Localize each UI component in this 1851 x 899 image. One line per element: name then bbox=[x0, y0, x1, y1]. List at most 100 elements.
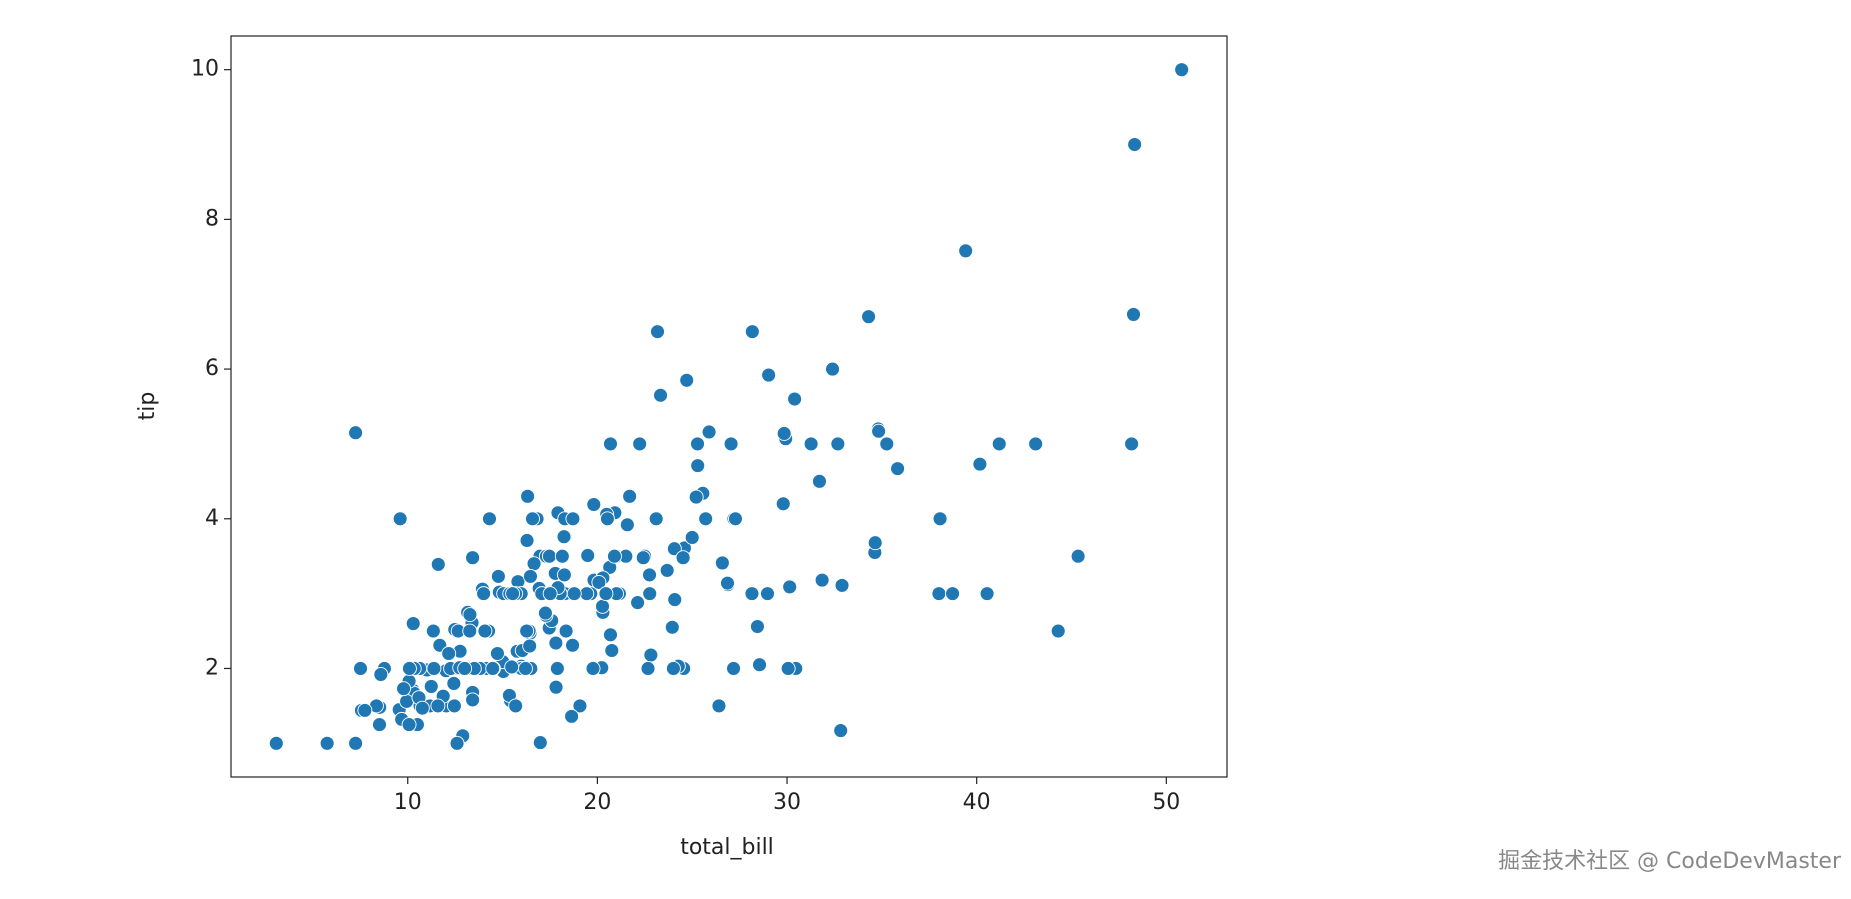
point bbox=[504, 659, 520, 675]
point bbox=[357, 702, 373, 718]
point bbox=[554, 548, 570, 564]
point bbox=[549, 661, 565, 676]
point bbox=[711, 698, 727, 714]
point bbox=[1124, 436, 1140, 452]
point bbox=[958, 243, 974, 259]
x-tick-label: 50 bbox=[1152, 790, 1180, 815]
point bbox=[446, 698, 462, 714]
point bbox=[430, 556, 446, 572]
point bbox=[1070, 548, 1086, 564]
point bbox=[457, 661, 473, 676]
point bbox=[414, 700, 430, 716]
point bbox=[726, 661, 742, 676]
point bbox=[1126, 306, 1141, 322]
point bbox=[684, 530, 700, 545]
point bbox=[867, 535, 883, 551]
y-tick-label: 8 bbox=[205, 206, 219, 231]
axes-frame bbox=[230, 35, 1228, 778]
point bbox=[1174, 62, 1190, 78]
point bbox=[825, 361, 840, 377]
point bbox=[619, 517, 635, 533]
point bbox=[871, 423, 887, 439]
point bbox=[688, 489, 704, 505]
point bbox=[714, 555, 730, 571]
point bbox=[761, 367, 777, 383]
x-tick-label: 30 bbox=[773, 790, 801, 815]
point bbox=[599, 511, 615, 527]
point bbox=[690, 458, 706, 474]
point bbox=[423, 678, 439, 694]
point bbox=[752, 657, 767, 673]
point bbox=[525, 511, 540, 527]
point bbox=[1050, 623, 1066, 639]
point bbox=[572, 698, 588, 714]
point bbox=[603, 627, 618, 643]
point bbox=[541, 548, 557, 564]
point bbox=[833, 723, 849, 739]
point bbox=[401, 717, 417, 733]
y-axis-label: tip bbox=[135, 392, 160, 421]
point bbox=[666, 541, 682, 557]
x-tick-label: 10 bbox=[394, 790, 422, 815]
point bbox=[679, 372, 695, 388]
point bbox=[348, 735, 364, 751]
point bbox=[485, 661, 501, 676]
point bbox=[812, 473, 827, 489]
point bbox=[482, 511, 497, 527]
point bbox=[425, 623, 441, 639]
point bbox=[353, 661, 368, 676]
point bbox=[879, 436, 895, 452]
point bbox=[508, 698, 524, 714]
point bbox=[465, 550, 481, 566]
point bbox=[701, 424, 717, 440]
point bbox=[698, 511, 714, 527]
point bbox=[556, 529, 572, 545]
point bbox=[744, 586, 760, 602]
point bbox=[476, 586, 492, 602]
point bbox=[648, 511, 664, 527]
point bbox=[518, 661, 533, 676]
point bbox=[532, 735, 548, 751]
point bbox=[675, 550, 691, 566]
point bbox=[441, 646, 457, 661]
point bbox=[462, 623, 478, 639]
point bbox=[519, 533, 535, 548]
x-tick-label: 40 bbox=[963, 790, 991, 815]
point bbox=[537, 605, 553, 621]
y-tick-label: 4 bbox=[205, 506, 219, 531]
point bbox=[446, 675, 462, 691]
point bbox=[449, 735, 465, 751]
point bbox=[520, 488, 536, 504]
y-tick-label: 2 bbox=[205, 655, 219, 680]
point bbox=[604, 643, 620, 658]
point bbox=[1028, 436, 1044, 452]
point bbox=[720, 575, 735, 591]
point bbox=[565, 637, 580, 653]
point bbox=[564, 708, 580, 724]
point bbox=[579, 586, 595, 602]
point bbox=[780, 661, 796, 676]
point bbox=[630, 595, 646, 611]
point bbox=[465, 692, 481, 708]
point bbox=[607, 548, 622, 564]
point bbox=[642, 586, 658, 602]
point bbox=[426, 661, 442, 676]
point bbox=[548, 635, 564, 651]
point bbox=[522, 638, 538, 654]
point bbox=[723, 436, 739, 452]
point bbox=[664, 619, 680, 635]
point bbox=[585, 661, 601, 676]
point bbox=[566, 586, 582, 602]
point bbox=[643, 647, 659, 663]
y-tick-label: 10 bbox=[191, 57, 219, 82]
point bbox=[399, 693, 415, 709]
point bbox=[632, 436, 648, 452]
point bbox=[565, 511, 581, 527]
point bbox=[396, 681, 412, 697]
point bbox=[991, 436, 1007, 452]
point bbox=[462, 607, 478, 623]
point bbox=[861, 309, 877, 325]
point bbox=[430, 698, 446, 714]
